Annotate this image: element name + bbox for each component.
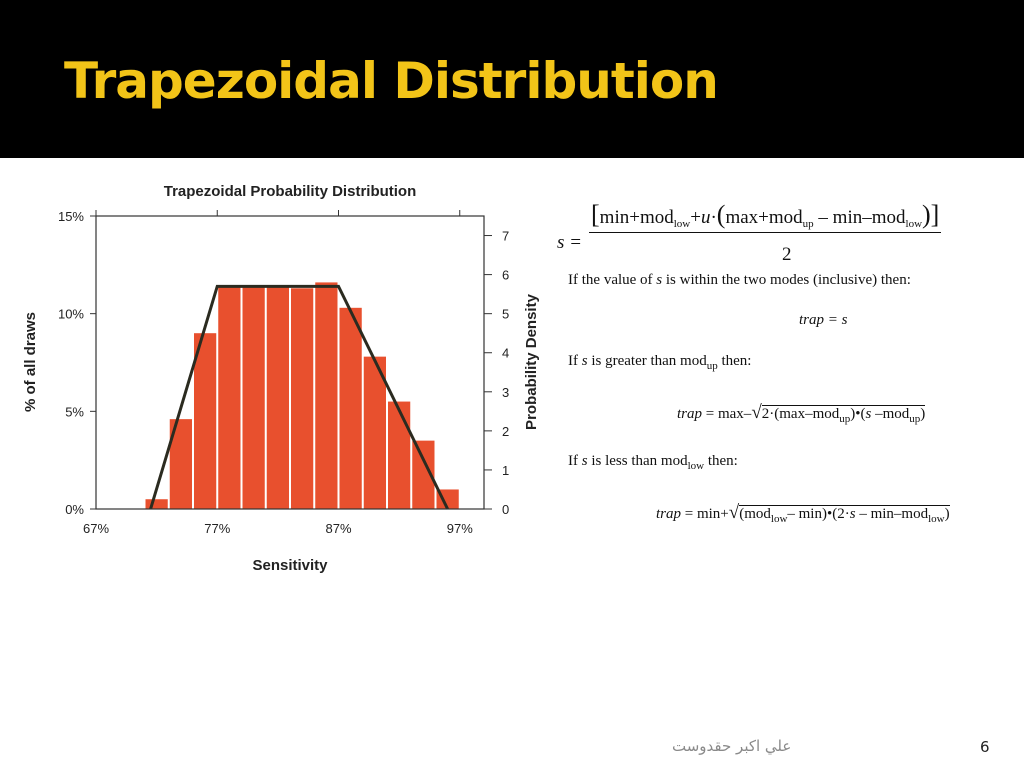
bar (363, 356, 386, 509)
bars-group (145, 282, 459, 509)
plot-frame (95, 215, 485, 510)
y2-axis-label: Probability Density (523, 293, 540, 430)
trap-equals-s: trap = s (799, 312, 848, 328)
condition-less-than-mode-low: If s is less than modlow then: (568, 453, 738, 472)
bar (218, 286, 241, 509)
y-tick-label: 5% (65, 404, 84, 419)
x-axis-label: Sensitivity (252, 557, 328, 574)
trap-lower-equation: trap = min+√(modlow– min)•(2·s – min–mod… (656, 502, 950, 525)
bar (291, 288, 314, 509)
y2-tick-label: 0 (502, 502, 509, 517)
trapezoid-chart: Trapezoidal Probability Distribution 67%… (22, 183, 540, 574)
y2-axis-ticks: 0 1 2 3 4 5 6 7 (484, 229, 509, 517)
footer-author: علي اکبر حقدوست (672, 737, 792, 755)
bar (388, 401, 411, 509)
y-axis-label: % of all draws (22, 312, 39, 412)
bar (242, 286, 265, 509)
chart-title: Trapezoidal Probability Distribution (164, 183, 417, 200)
bar (315, 282, 338, 509)
s-numerator: [min+modlow+u·(max+modup – min–modlow)] (589, 200, 942, 233)
y2-tick-label: 1 (502, 463, 509, 478)
bar (266, 286, 289, 509)
bar (339, 307, 362, 509)
bar (145, 499, 168, 509)
y2-tick-label: 4 (502, 346, 509, 361)
x-tick-label: 67% (83, 521, 109, 536)
x-tick-label: 87% (325, 521, 351, 536)
trap-upper-equation: trap = max–√2·(max–modup)•(s –modup) (677, 402, 926, 425)
slide-title: Trapezoidal Distribution (64, 52, 719, 110)
bar (194, 333, 217, 509)
condition-within-modes: If the value of s is within the two mode… (568, 272, 911, 288)
y2-tick-label: 2 (502, 424, 509, 439)
y-tick-label: 0% (65, 502, 84, 517)
trapezoid-density-line (149, 284, 449, 510)
bar (412, 440, 435, 509)
s-lhs: s = (557, 232, 582, 253)
x-tick-label: 97% (447, 521, 473, 536)
page-number: 6 (980, 738, 990, 756)
y-axis-ticks: 0% 5% 10% 15% (58, 209, 96, 517)
y2-tick-label: 3 (502, 385, 509, 400)
y-tick-label: 10% (58, 307, 84, 322)
y2-tick-label: 5 (502, 307, 509, 322)
x-axis-ticks: 67% 77% 87% 97% (83, 210, 473, 536)
condition-greater-than-mode-up: If s is greater than modup then: (568, 353, 752, 372)
y2-tick-label: 6 (502, 268, 509, 283)
s-denominator: 2 (782, 244, 792, 265)
slide-header: Trapezoidal Distribution (0, 0, 1024, 158)
y2-tick-label: 7 (502, 229, 509, 244)
y-tick-label: 15% (58, 209, 84, 224)
x-tick-label: 77% (204, 521, 230, 536)
bar (169, 419, 192, 509)
